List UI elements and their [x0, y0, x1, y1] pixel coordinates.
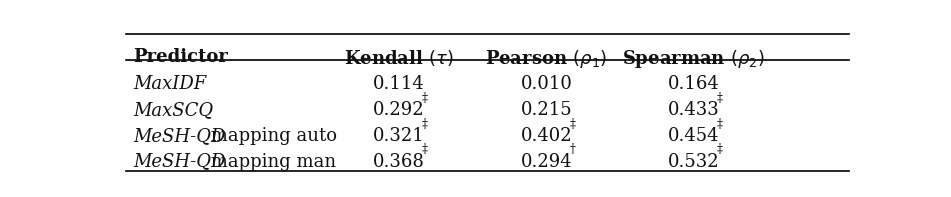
Text: 0.164: 0.164	[668, 75, 720, 93]
Text: 0.368: 0.368	[373, 152, 425, 171]
Text: ‡: ‡	[570, 118, 575, 131]
Text: 0.368: 0.368	[373, 152, 425, 171]
Text: 0.454: 0.454	[668, 127, 720, 145]
Text: 0.433: 0.433	[668, 101, 720, 119]
Text: 0.532: 0.532	[668, 152, 720, 171]
Text: 0.215: 0.215	[520, 101, 573, 119]
Text: ‡: ‡	[422, 92, 428, 105]
Text: ‡: ‡	[422, 118, 428, 131]
Text: MaxSCQ: MaxSCQ	[133, 101, 214, 119]
Text: Spearman $(\rho_2)$: Spearman $(\rho_2)$	[622, 48, 766, 70]
Text: ‡: ‡	[717, 143, 723, 156]
Text: MaxIDF: MaxIDF	[133, 75, 207, 93]
Text: Pearson $(\rho_1)$: Pearson $(\rho_1)$	[485, 48, 608, 70]
Text: 0.321: 0.321	[373, 127, 425, 145]
Text: ‡: ‡	[717, 118, 723, 131]
Text: Kendall $(\tau)$: Kendall $(\tau)$	[344, 48, 454, 68]
Text: †: †	[570, 143, 575, 156]
Text: 0.010: 0.010	[520, 75, 573, 93]
Text: MeSH-QD: MeSH-QD	[133, 152, 226, 171]
Text: mapping man: mapping man	[205, 152, 337, 171]
Text: 0.321: 0.321	[373, 127, 425, 145]
Text: mapping auto: mapping auto	[205, 127, 338, 145]
Text: 0.292: 0.292	[373, 101, 425, 119]
Text: 0.294: 0.294	[520, 152, 573, 171]
Text: 0.294: 0.294	[520, 152, 573, 171]
Text: 0.402: 0.402	[520, 127, 573, 145]
Text: ‡: ‡	[717, 92, 723, 105]
Text: 0.292: 0.292	[373, 101, 425, 119]
Text: 0.433: 0.433	[668, 101, 720, 119]
Text: 0.114: 0.114	[373, 75, 425, 93]
Text: 0.402: 0.402	[520, 127, 573, 145]
Text: 0.454: 0.454	[668, 127, 720, 145]
Text: ‡: ‡	[422, 143, 428, 156]
Text: MeSH-QD: MeSH-QD	[133, 127, 226, 145]
Text: Predictor: Predictor	[133, 48, 228, 66]
Text: 0.532: 0.532	[668, 152, 720, 171]
